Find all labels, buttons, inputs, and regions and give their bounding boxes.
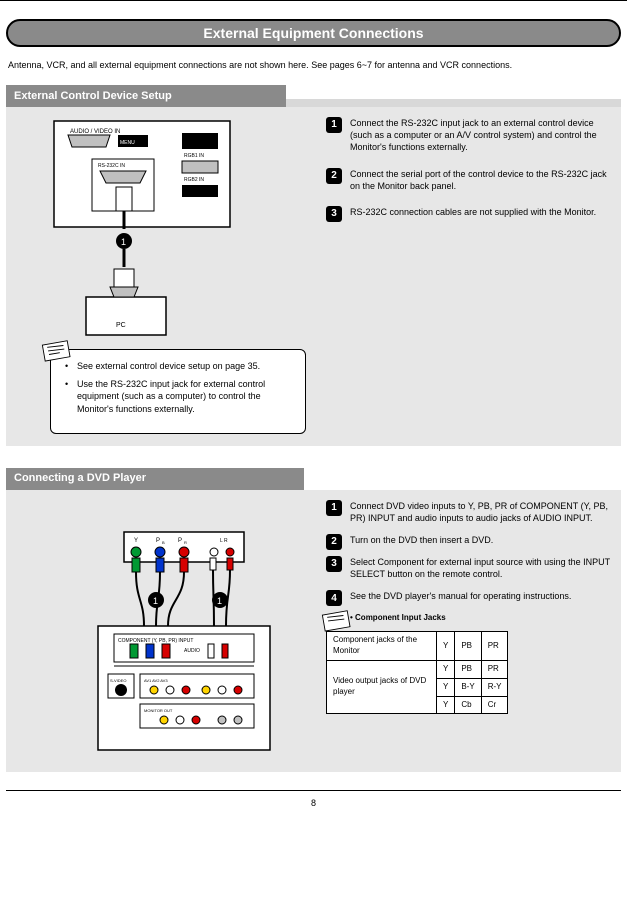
sec1-step: Connect the serial port of the control d… — [326, 168, 613, 192]
sec1-note: See external control device setup on pag… — [14, 349, 314, 434]
svg-text:Y: Y — [134, 538, 138, 544]
table-cell: B-Y — [455, 678, 481, 696]
page-footer: 8 — [6, 790, 621, 815]
table-cell: Y — [437, 632, 455, 661]
sec2-step: Turn on the DVD then insert a DVD. — [326, 534, 613, 546]
sec1-note-item: See external control device setup on pag… — [65, 360, 291, 372]
table-cell: PB — [455, 632, 481, 661]
table-header: Component jacks of the Monitor — [327, 632, 437, 661]
table-cell: Y — [437, 678, 455, 696]
svg-text:RGB2 IN: RGB2 IN — [184, 177, 204, 183]
svg-text:AUDIO: AUDIO — [184, 648, 200, 654]
intro-text: Antenna, VCR, and all external equipment… — [8, 59, 619, 71]
svg-text:AUDIO / VIDEO IN: AUDIO / VIDEO IN — [70, 129, 120, 135]
svg-text:MENU: MENU — [120, 140, 135, 146]
svg-text:P: P — [156, 538, 160, 544]
svg-text:R: R — [184, 540, 187, 545]
component-jacks-table: Component jacks of the Monitor Y PB PR V… — [326, 631, 508, 714]
table-cell: R-Y — [481, 678, 508, 696]
sec2-step: Connect DVD video inputs to Y, PB, PR of… — [326, 500, 613, 524]
table-caption: • Component Input Jacks — [350, 613, 613, 624]
svg-text:1: 1 — [153, 596, 158, 606]
sec2-steps: Connect DVD video inputs to Y, PB, PR of… — [326, 500, 613, 603]
svg-text:B: B — [162, 540, 165, 545]
page-title: External Equipment Connections — [6, 19, 621, 47]
svg-text:AV1 AV2 AV3: AV1 AV2 AV3 — [144, 678, 168, 683]
table-cell: Y — [437, 696, 455, 714]
svg-text:RS-232C IN: RS-232C IN — [98, 163, 125, 169]
table-cell: Y — [437, 660, 455, 678]
diagram-dvd-component: Y PB PR L R — [14, 500, 314, 760]
svg-text:COMPONENT (Y, PB, PR) INPUT: COMPONENT (Y, PB, PR) INPUT — [118, 638, 193, 644]
svg-text:L R: L R — [220, 538, 228, 544]
sec1-steps: Connect the RS-232C input jack to an ext… — [326, 117, 613, 218]
sec1-step: Connect the RS-232C input jack to an ext… — [326, 117, 613, 153]
svg-text:PC: PC — [116, 322, 126, 329]
svg-text:RGB1 IN: RGB1 IN — [184, 153, 204, 159]
svg-text:1: 1 — [121, 237, 126, 247]
svg-text:S-VIDEO: S-VIDEO — [110, 678, 126, 683]
table-cell: PB — [455, 660, 481, 678]
sec1-step: RS-232C connection cables are not suppli… — [326, 206, 613, 218]
sec2-step: See the DVD player's manual for operatin… — [326, 590, 613, 602]
sec2-heading: Connecting a DVD Player — [6, 468, 621, 490]
sec1-heading-label: External Control Device Setup — [6, 85, 286, 107]
table-cell: Cb — [455, 696, 481, 714]
table-cell: Cr — [481, 696, 508, 714]
sec1-note-item: Use the RS-232C input jack for external … — [65, 378, 291, 414]
diagram-rs232: AUDIO / VIDEO IN MENU RGB1 IN RGB2 IN — [14, 117, 314, 347]
table-row: Video output jacks of DVD player Y PB PR — [327, 660, 508, 678]
svg-text:P: P — [178, 538, 182, 544]
table-header: Video output jacks of DVD player — [327, 660, 437, 713]
table-cell: PR — [481, 632, 508, 661]
sec1-panel: AUDIO / VIDEO IN MENU RGB1 IN RGB2 IN — [6, 107, 621, 446]
sec1-heading: External Control Device Setup — [6, 85, 621, 107]
sec2-step: Select Component for external input sour… — [326, 556, 613, 580]
page-number: 8 — [311, 798, 316, 808]
svg-text:1: 1 — [217, 596, 222, 606]
table-row: Component jacks of the Monitor Y PB PR — [327, 632, 508, 661]
note-icon — [320, 607, 356, 633]
sec2-heading-label: Connecting a DVD Player — [6, 468, 304, 490]
table-cell: PR — [481, 660, 508, 678]
svg-text:MONITOR OUT: MONITOR OUT — [144, 708, 173, 713]
sec2-panel: Y PB PR L R — [6, 490, 621, 772]
